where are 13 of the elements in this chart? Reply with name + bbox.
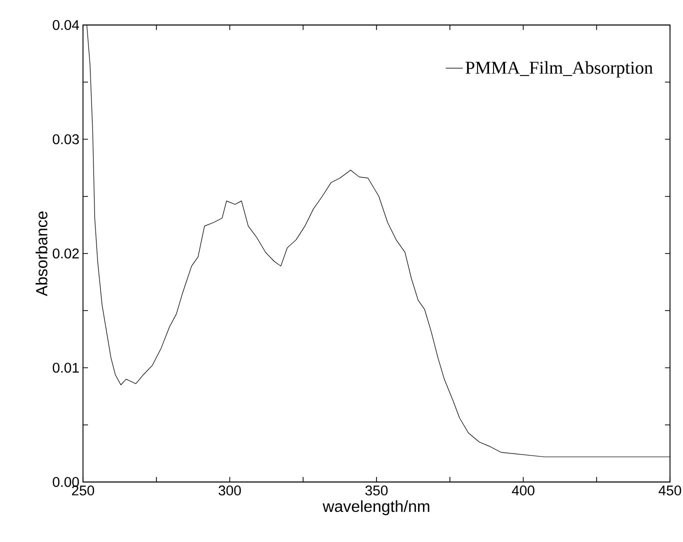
x-tick-label: 250 (72, 486, 94, 496)
x-axis-title: wavelength/nm (322, 500, 430, 516)
y-tick-label: 0.02 (52, 248, 79, 258)
y-tick-label: 0.01 (52, 362, 79, 373)
y-tick-label: 0.04 (52, 20, 80, 30)
legend-label: PMMA_Film_Absorption (466, 61, 653, 78)
y-tick-label: 0.03 (52, 134, 79, 144)
x-tick-label: 400 (512, 486, 534, 496)
x-tick-label: 300 (218, 486, 241, 496)
y-tick-label: 0.00 (52, 477, 79, 487)
x-tick-label: 450 (658, 486, 682, 496)
y-axis-title: Absorbance (36, 212, 48, 296)
x-tick-label: 350 (365, 486, 388, 496)
